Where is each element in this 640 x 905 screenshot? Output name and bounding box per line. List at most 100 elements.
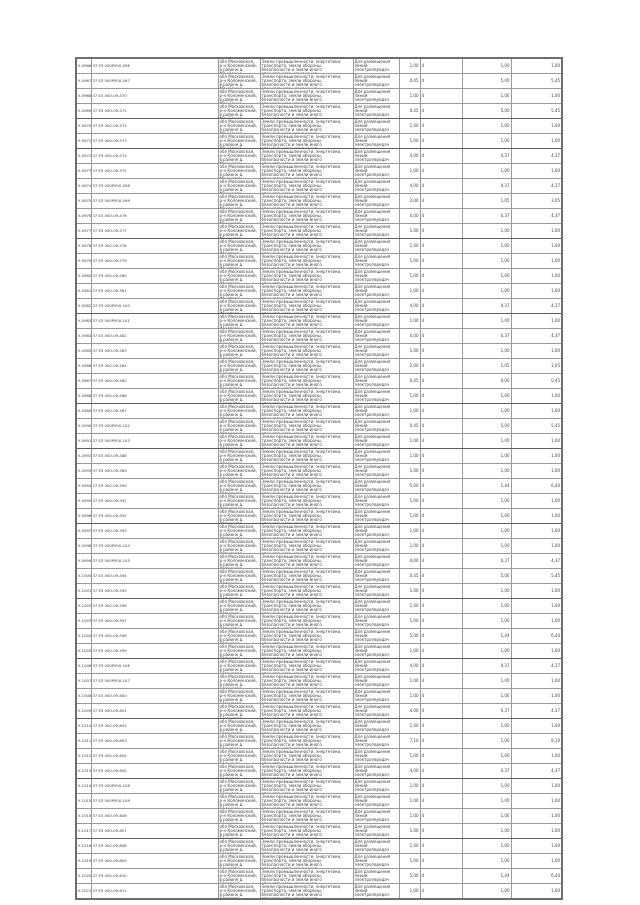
cell-code: 4 [419, 673, 463, 689]
cell-cadastral-number-text: 37 ЕЗ 000-09-581 [92, 288, 127, 293]
cell-cadastral-number-text: 37 ЕЗ 000-09-595 [92, 588, 127, 593]
cell-land-category: Земли промышленности, энергетики, трансп… [259, 568, 354, 584]
cell-code-text: 4 [421, 603, 425, 608]
cell-code-text: 4 [421, 588, 425, 593]
cell-cadastral-number: 37 ЕЗ 000РУ00-105 [90, 553, 219, 569]
cell-location-text: обл Московская, р-н Коломенский, в район… [219, 734, 257, 748]
cell-code-text: 4 [421, 738, 425, 743]
cell-area-total-text: 4,37 [551, 153, 560, 158]
cell-permitted-use: Для размещения линий электропередач [352, 493, 400, 509]
cell-cadastral-number-text: 37 ЕЗ 000-09-596 [92, 603, 127, 608]
cell-permitted-use-text: Для размещения линий электропередач [354, 764, 391, 778]
cell-area-total: 1,00 [510, 163, 563, 179]
cell-area-2: 1,00 [461, 793, 512, 809]
cell-permitted-use: Для размещения линий электропередач [352, 508, 400, 524]
cell-land-category-text: Земли промышленности, энергетики, трансп… [261, 764, 342, 778]
cell-cadastral-number: 37 ЕЗ 000-09-585 [90, 373, 219, 389]
cell-area-1-text: 0,45 [409, 573, 419, 578]
cell-cadastral-number: 37 ЕЗ 000-09-609 [90, 853, 219, 869]
cell-area-total-text: 1,00 [551, 138, 560, 143]
cell-permitted-use: Для размещения линий электропередач [352, 268, 400, 284]
cell-cadastral-number-text: 37 ЕЗ 000-09-598 [92, 633, 127, 638]
cell-cadastral-number: 37 ЕЗ 000-09-577 [90, 223, 219, 239]
cell-area-total-text: 4,37 [551, 663, 560, 668]
cell-location: обл Московская, р-н Коломенский, в район… [217, 688, 261, 704]
cell-parcel-id-text: У-0981 [78, 288, 91, 293]
cell-code-text: 4 [421, 393, 425, 398]
cell-land-category: Земли промышленности, энергетики, трансп… [259, 178, 354, 194]
cell-area-1-text: 1,00 [409, 408, 419, 413]
cell-parcel-id-text: У-0986 [78, 363, 91, 368]
cell-area-2: 1,00 [461, 118, 512, 134]
cell-cadastral-number: 37 ЕЗ 000-09-589 [90, 463, 219, 479]
cell-permitted-use-text: Для размещения линий электропередач [354, 509, 391, 523]
cell-land-category: Земли промышленности, энергетики, трансп… [259, 808, 354, 824]
cell-parcel-id-text: У-0967 [78, 78, 91, 83]
cell-area-1-text: 1,00 [409, 618, 419, 623]
cell-land-category-text: Земли промышленности, энергетики, трансп… [261, 809, 342, 823]
cell-cadastral-number: 37 ЕЗ 000-09-593 [90, 523, 219, 539]
cell-area-total: 4,37 [510, 148, 563, 164]
cell-area-1: 1,00 [398, 268, 421, 284]
cell-cadastral-number-text: 37 ЕЗ 000РУ00-106 [92, 663, 130, 668]
cell-cadastral-number-text: 37 ЕЗ 000-09-589 [92, 468, 127, 473]
cell-area-total: 4,37 [510, 703, 563, 719]
parcel-registry-table: У-0966 37 ЕЗ 000РУ00-096 обл Московская, р… [75, 57, 563, 900]
cell-parcel-id: У-0982 [75, 298, 92, 314]
cell-permitted-use: Для размещения линий электропередач [352, 628, 400, 644]
cell-location: обл Московская, р-н Коломенский, в район… [217, 793, 261, 809]
cell-area-2: 1,00 [461, 883, 512, 900]
cell-code-text: 4 [421, 888, 425, 893]
cell-code-text: 4 [421, 543, 425, 548]
cell-permitted-use-text: Для размещения линий электропередач [354, 599, 391, 613]
parcel-row: У-0976 37 ЕЗ 000-09-576 обл Московская, р-… [75, 208, 563, 224]
cell-cadastral-number-text: 37 ЕЗ 000-09-603 [92, 738, 127, 743]
cell-land-category: Земли промышленности, энергетики, трансп… [259, 73, 354, 89]
cell-area-2: 1,00 [461, 613, 512, 629]
cell-land-category: Земли промышленности, энергетики, трансп… [259, 358, 354, 374]
cell-cadastral-number-text: 37 ЕЗ 000РУ00-097 [92, 78, 130, 83]
cell-area-1: 4,00 [398, 148, 421, 164]
cell-land-category-text: Земли промышленности, энергетики, трансп… [261, 494, 342, 508]
cell-permitted-use: Для размещения линий электропередач [352, 118, 400, 134]
cell-area-total: 1,00 [510, 268, 563, 284]
cell-area-2-text: 1,00 [500, 273, 510, 278]
cell-land-category-text: Земли промышленности, энергетики, трансп… [261, 854, 342, 868]
cell-area-total-text: 1,00 [551, 528, 560, 533]
cell-permitted-use-text: Для размещения линий электропередач [354, 449, 391, 463]
cell-location: обл Московская, р-н Коломенский, в район… [217, 118, 261, 134]
cell-cadastral-number: 37 ЕЗ 000-09-581 [90, 283, 219, 299]
cell-code-text: 4 [421, 378, 425, 383]
cell-cadastral-number-text: 37 ЕЗ 000РУ00-108 [92, 783, 130, 788]
cell-cadastral-number-text: 37 ЕЗ 000-09-597 [92, 618, 127, 623]
cell-location: обл Московская, р-н Коломенский, в район… [217, 433, 261, 449]
cell-permitted-use: Для размещения линий электропередач [352, 298, 400, 314]
cell-area-1: 1,00 [398, 163, 421, 179]
cell-code-text: 4 [421, 723, 425, 728]
cell-parcel-id-text: У-0974 [78, 183, 91, 188]
cell-area-total: 4,37 [510, 553, 563, 569]
cell-code: 4 [419, 133, 463, 149]
cell-area-2-text: 0,00 [500, 378, 510, 383]
cell-code-text: 4 [421, 633, 425, 638]
cell-land-category-text: Земли промышленности, энергетики, трансп… [261, 314, 342, 328]
parcel-row: У-0994 37 ЕЗ 000-09-590 обл Московская, р-… [75, 478, 563, 494]
cell-area-total-text: 1,00 [551, 858, 560, 863]
cell-cadastral-number-text: 37 ЕЗ 000-09-600 [92, 693, 127, 698]
cell-land-category-text: Земли промышленности, энергетики, трансп… [261, 284, 342, 298]
cell-parcel-id-text: У-0996 [78, 513, 91, 518]
cell-area-1: 1,00 [398, 508, 421, 524]
cell-parcel-id-text: У-0997 [78, 528, 91, 533]
cell-code: 4 [419, 148, 463, 164]
cell-area-1: 1,00 [398, 433, 421, 449]
cell-parcel-id-text: У-1013 [78, 768, 91, 773]
cell-location: обл Московская, р-н Коломенский, в район… [217, 568, 261, 584]
cell-land-category-text: Земли промышленности, энергетики, трансп… [261, 794, 342, 808]
cell-cadastral-number-text: 37 ЕЗ 000-09-571 [92, 108, 127, 113]
cell-area-1-text: 5,00 [409, 633, 419, 638]
cell-cadastral-number: 37 ЕЗ 000РУ00-098 [90, 178, 219, 194]
cell-location-text: обл Московская, р-н Коломенский, в район… [219, 644, 257, 658]
cell-permitted-use-text: Для размещения линий электропередач [354, 209, 391, 223]
cell-cadastral-number-text: 37 ЕЗ 000-09-570 [92, 93, 127, 98]
cell-land-category: Земли промышленности, энергетики, трансп… [259, 853, 354, 869]
